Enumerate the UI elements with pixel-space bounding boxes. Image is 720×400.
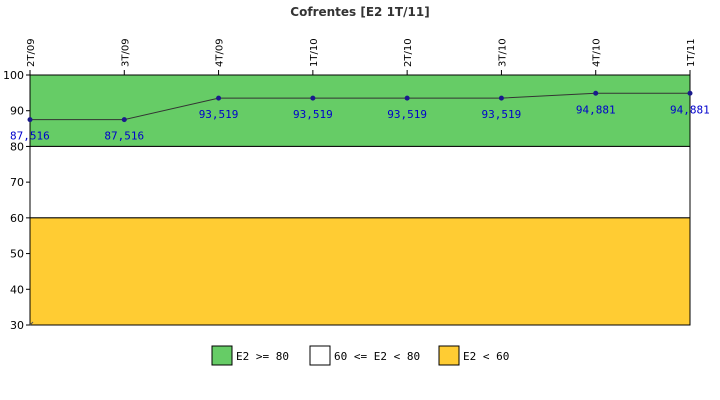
x-tick-label: 1T/11 xyxy=(686,38,697,67)
y-tick-label: 100 xyxy=(3,69,24,82)
legend-label-2: E2 < 60 xyxy=(463,350,509,363)
band-1 xyxy=(29,145,691,219)
data-point xyxy=(687,90,693,96)
plot-border xyxy=(29,74,691,326)
x-tick-label: 3T/09 xyxy=(120,38,131,67)
chart-bands xyxy=(29,74,691,326)
legend-swatch-0 xyxy=(211,345,233,366)
data-point xyxy=(498,95,504,101)
series-line xyxy=(30,92,690,121)
data-point xyxy=(27,117,33,123)
y-tick-label: 60 xyxy=(10,212,24,225)
band-0 xyxy=(29,74,691,147)
y-tick-label: 70 xyxy=(10,176,24,189)
x-tick-label: 2T/10 xyxy=(403,38,414,67)
chart-legend: E2 >= 80 60 <= E2 < 80 E2 < 60 xyxy=(211,345,509,366)
data-point xyxy=(121,117,127,123)
y-axis: 30 40 50 60 70 80 90 100 xyxy=(3,69,30,332)
chart-title: Cofrentes [E2 1T/11] xyxy=(290,5,429,19)
axis-corner xyxy=(29,321,34,326)
data-label: 93,519 xyxy=(293,108,333,121)
y-tick-label: 80 xyxy=(10,140,24,153)
legend-swatch-2 xyxy=(438,345,460,366)
data-point xyxy=(216,95,222,101)
data-label: 93,519 xyxy=(482,108,522,121)
legend-swatch-1 xyxy=(309,345,331,366)
y-tick-label: 30 xyxy=(10,319,24,332)
x-tick-label: 1T/10 xyxy=(309,38,320,67)
y-tick-label: 90 xyxy=(10,105,24,118)
y-tick-label: 50 xyxy=(10,248,24,261)
legend-label-1: 60 <= E2 < 80 xyxy=(334,350,420,363)
x-tick-label: 4T/09 xyxy=(215,38,226,67)
x-axis: 2T/09 3T/09 4T/09 1T/10 2T/10 3T/10 4T/10 1T/11 xyxy=(26,38,697,75)
data-point xyxy=(404,95,410,101)
data-point xyxy=(310,95,316,101)
plot-frame xyxy=(29,74,691,326)
data-point xyxy=(593,90,599,96)
x-tick-label: 2T/09 xyxy=(26,38,37,67)
data-label: 93,519 xyxy=(199,108,239,121)
band-2 xyxy=(29,217,691,326)
data-label: 87,516 xyxy=(104,130,144,143)
data-label: 87,516 xyxy=(10,130,50,143)
x-tick-label: 3T/10 xyxy=(497,38,508,67)
chart-series: 87,516 87,516 93,519 93,519 93,519 93,519 94,8… xyxy=(10,90,710,143)
x-tick-label: 4T/10 xyxy=(592,38,603,67)
data-label: 94,881 xyxy=(670,103,710,116)
legend-label-0: E2 >= 80 xyxy=(236,350,289,363)
y-tick-label: 40 xyxy=(10,283,24,296)
data-label: 94,881 xyxy=(576,103,616,116)
data-label: 93,519 xyxy=(387,108,427,121)
